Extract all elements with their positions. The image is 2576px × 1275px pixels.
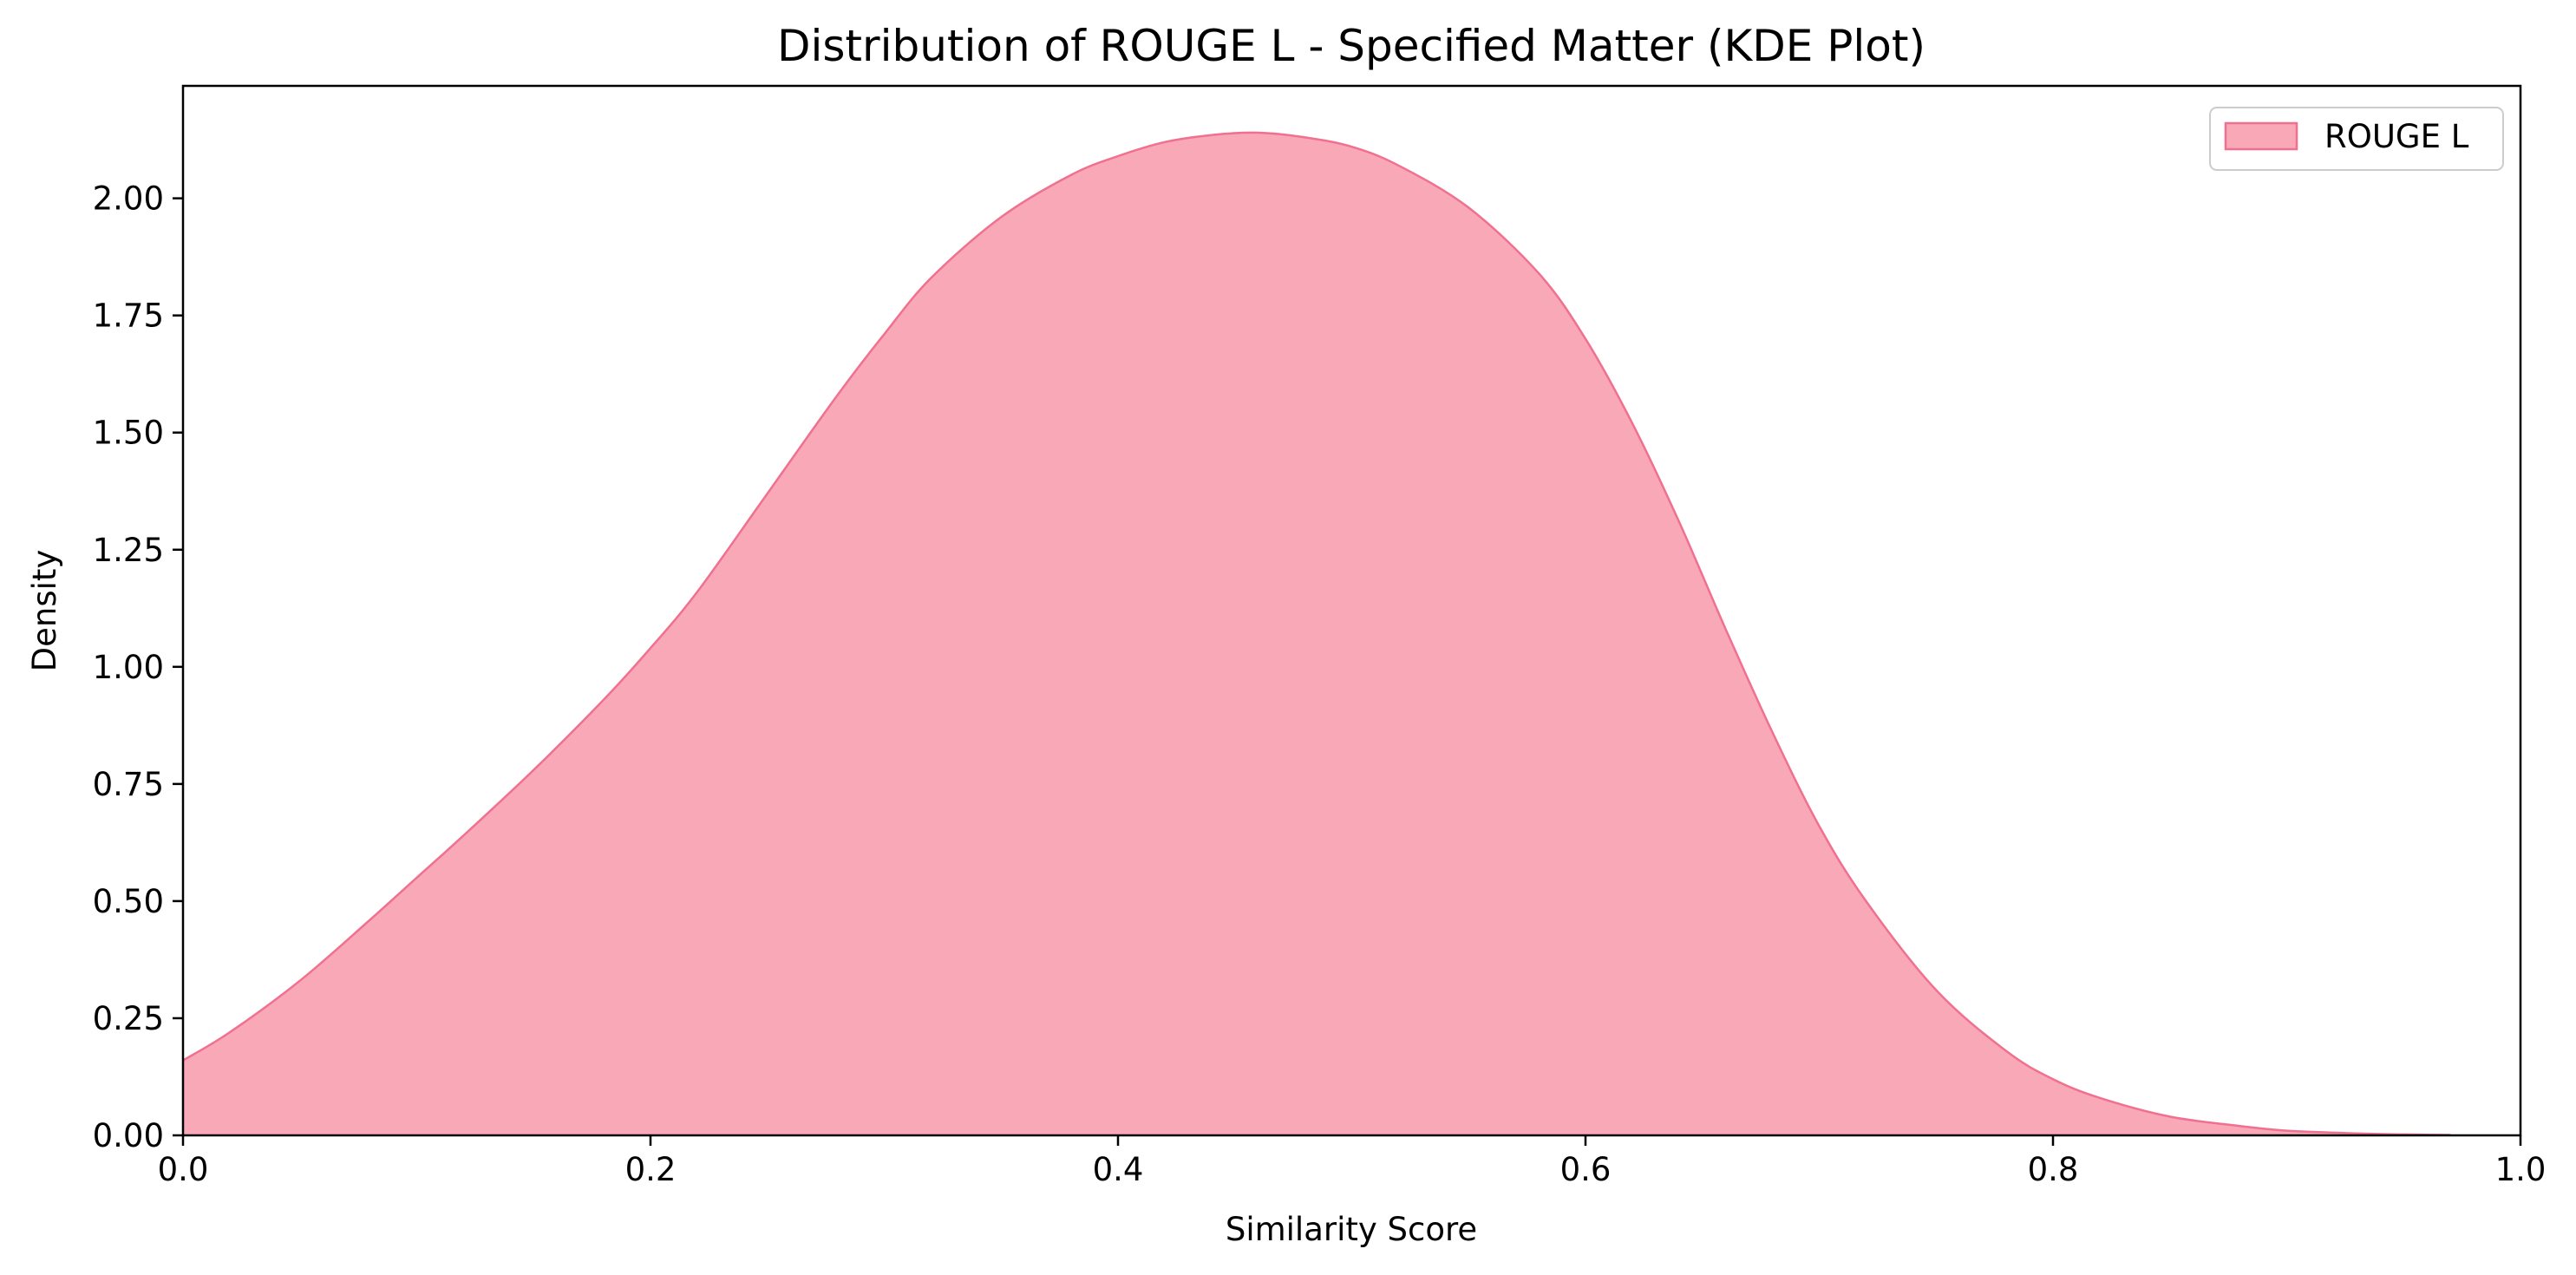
- plot-frame: [181, 84, 2522, 1137]
- y-tick-label: 1.25: [93, 532, 164, 569]
- x-tick-label: 0.2: [625, 1151, 677, 1188]
- x-axis: 0.0 0.2 0.4 0.6 0.8 1.0: [158, 1135, 2547, 1188]
- y-tick-label: 1.00: [93, 649, 164, 686]
- x-tick-label: 0.0: [158, 1151, 209, 1188]
- y-tick-label: 1.50: [93, 415, 164, 452]
- x-tick-label: 0.8: [2028, 1151, 2079, 1188]
- x-tick-label: 1.0: [2495, 1151, 2547, 1188]
- kde-area: [183, 132, 2451, 1135]
- y-tick-label: 2.00: [93, 180, 164, 218]
- x-tick-label: 0.4: [1093, 1151, 1144, 1188]
- y-axis: 0.00 0.25 0.50 0.75 1.00 1.25 1.50 1.75 2.00: [93, 180, 183, 1154]
- y-tick-label: 1.75: [93, 298, 164, 335]
- y-tick-label: 0.25: [93, 1000, 164, 1037]
- y-tick-label: 0.00: [93, 1117, 164, 1154]
- x-axis-label: Similarity Score: [1226, 1211, 1477, 1248]
- plot-area: [182, 131, 2451, 1136]
- chart-title: Distribution of ROUGE L - Specified Matt…: [777, 21, 1925, 71]
- y-tick-label: 0.75: [93, 766, 164, 803]
- legend: ROUGE L: [2209, 107, 2504, 171]
- y-tick-label: 0.50: [93, 883, 164, 920]
- legend-swatch: [2224, 121, 2298, 151]
- x-tick-label: 0.6: [1560, 1151, 1612, 1188]
- legend-label: ROUGE L: [2324, 118, 2469, 155]
- y-axis-label: Density: [26, 550, 63, 672]
- kde-line: [182, 131, 2451, 1136]
